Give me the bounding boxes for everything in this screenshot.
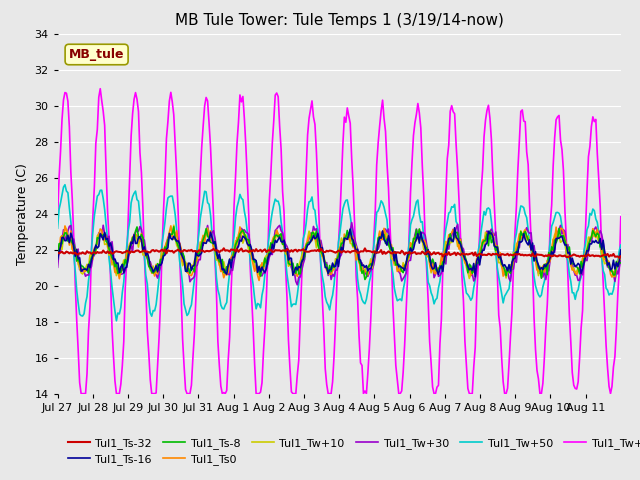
- Y-axis label: Temperature (C): Temperature (C): [16, 163, 29, 264]
- Title: MB Tule Tower: Tule Temps 1 (3/19/14-now): MB Tule Tower: Tule Temps 1 (3/19/14-now…: [175, 13, 504, 28]
- Legend: Tul1_Ts-32, Tul1_Ts-16, Tul1_Ts-8, Tul1_Ts0, Tul1_Tw+10, Tul1_Tw+30, Tul1_Tw+50,: Tul1_Ts-32, Tul1_Ts-16, Tul1_Ts-8, Tul1_…: [63, 433, 640, 469]
- Text: MB_tule: MB_tule: [69, 48, 124, 61]
